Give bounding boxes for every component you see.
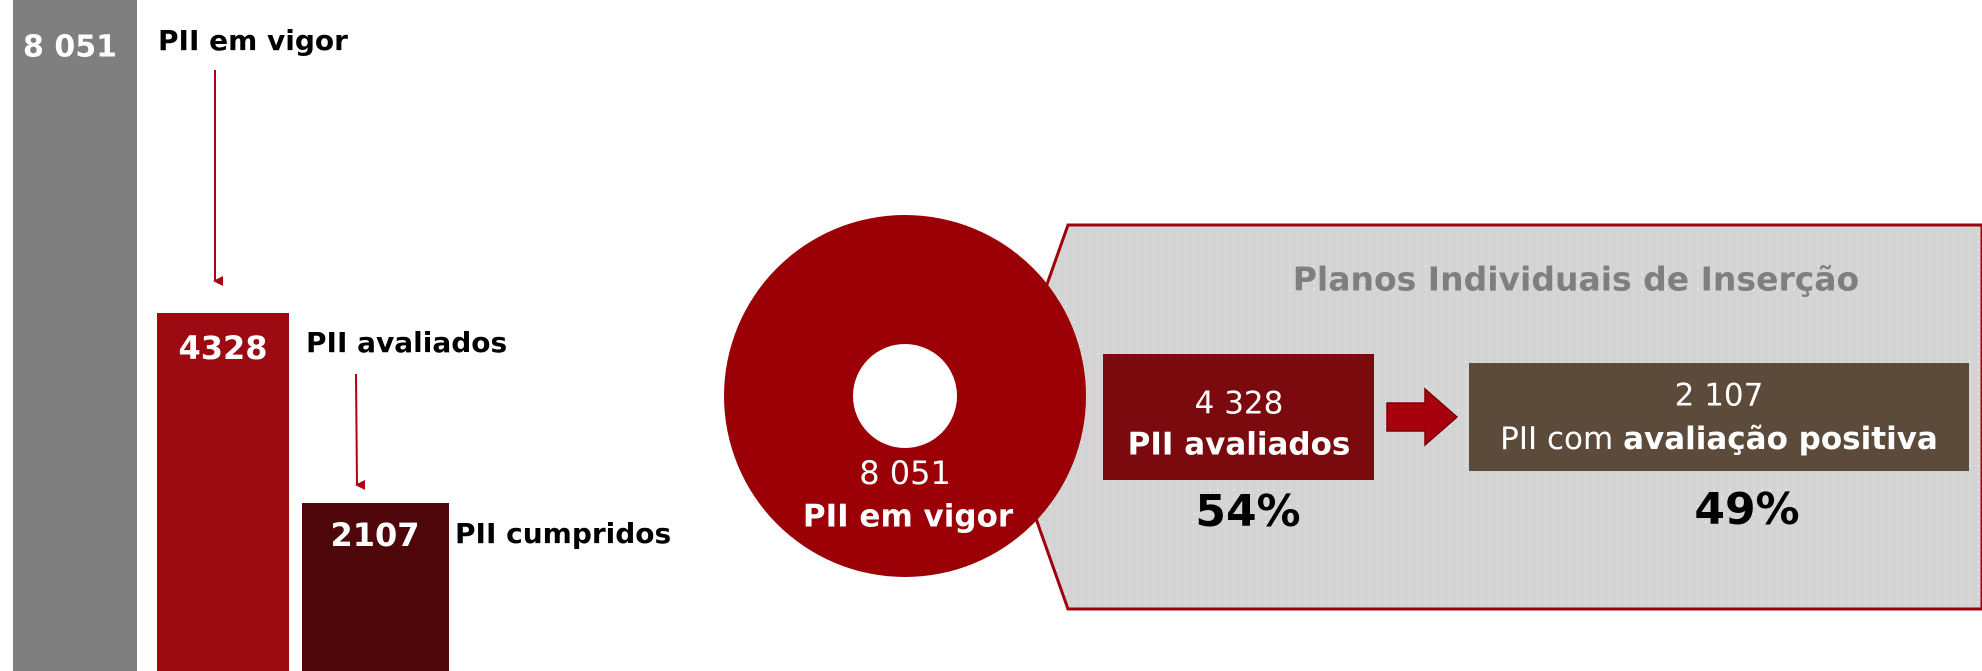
evaluated-percent: 54%	[1195, 486, 1300, 537]
box-positive-label: PII com avaliação positiva	[1500, 421, 1938, 457]
fulfilled-label: PII cumpridos	[455, 517, 671, 550]
bar-total	[13, 0, 137, 671]
arrow	[355, 373, 366, 490]
label-prefix: PII com	[1500, 421, 1613, 457]
bar-fulfilled	[302, 503, 449, 671]
total-value: 8 051	[23, 30, 117, 65]
label-bold: avaliação positiva	[1623, 421, 1938, 457]
evaluated-value: 4328	[178, 329, 267, 367]
box-positive	[1469, 363, 1969, 471]
positive-percent: 49%	[1694, 484, 1799, 535]
fulfilled-value: 2107	[330, 516, 419, 554]
circle-value: 8 051	[859, 454, 951, 492]
evaluated-label: PII avaliados	[306, 326, 507, 359]
bar-evaluated	[157, 313, 289, 671]
box-evaluated-value: 4 328	[1195, 386, 1284, 422]
circle-label: PII em vigor	[803, 499, 1014, 535]
arrow-right	[1386, 387, 1459, 447]
box-evaluated	[1103, 354, 1374, 480]
panel-title: Planos Individuais de Inserção	[1293, 260, 1859, 299]
box-positive-value: 2 107	[1675, 378, 1764, 414]
box-evaluated-label: PII avaliados	[1128, 427, 1351, 463]
donut-hole	[853, 344, 957, 448]
total-label: PII em vigor	[158, 24, 348, 57]
